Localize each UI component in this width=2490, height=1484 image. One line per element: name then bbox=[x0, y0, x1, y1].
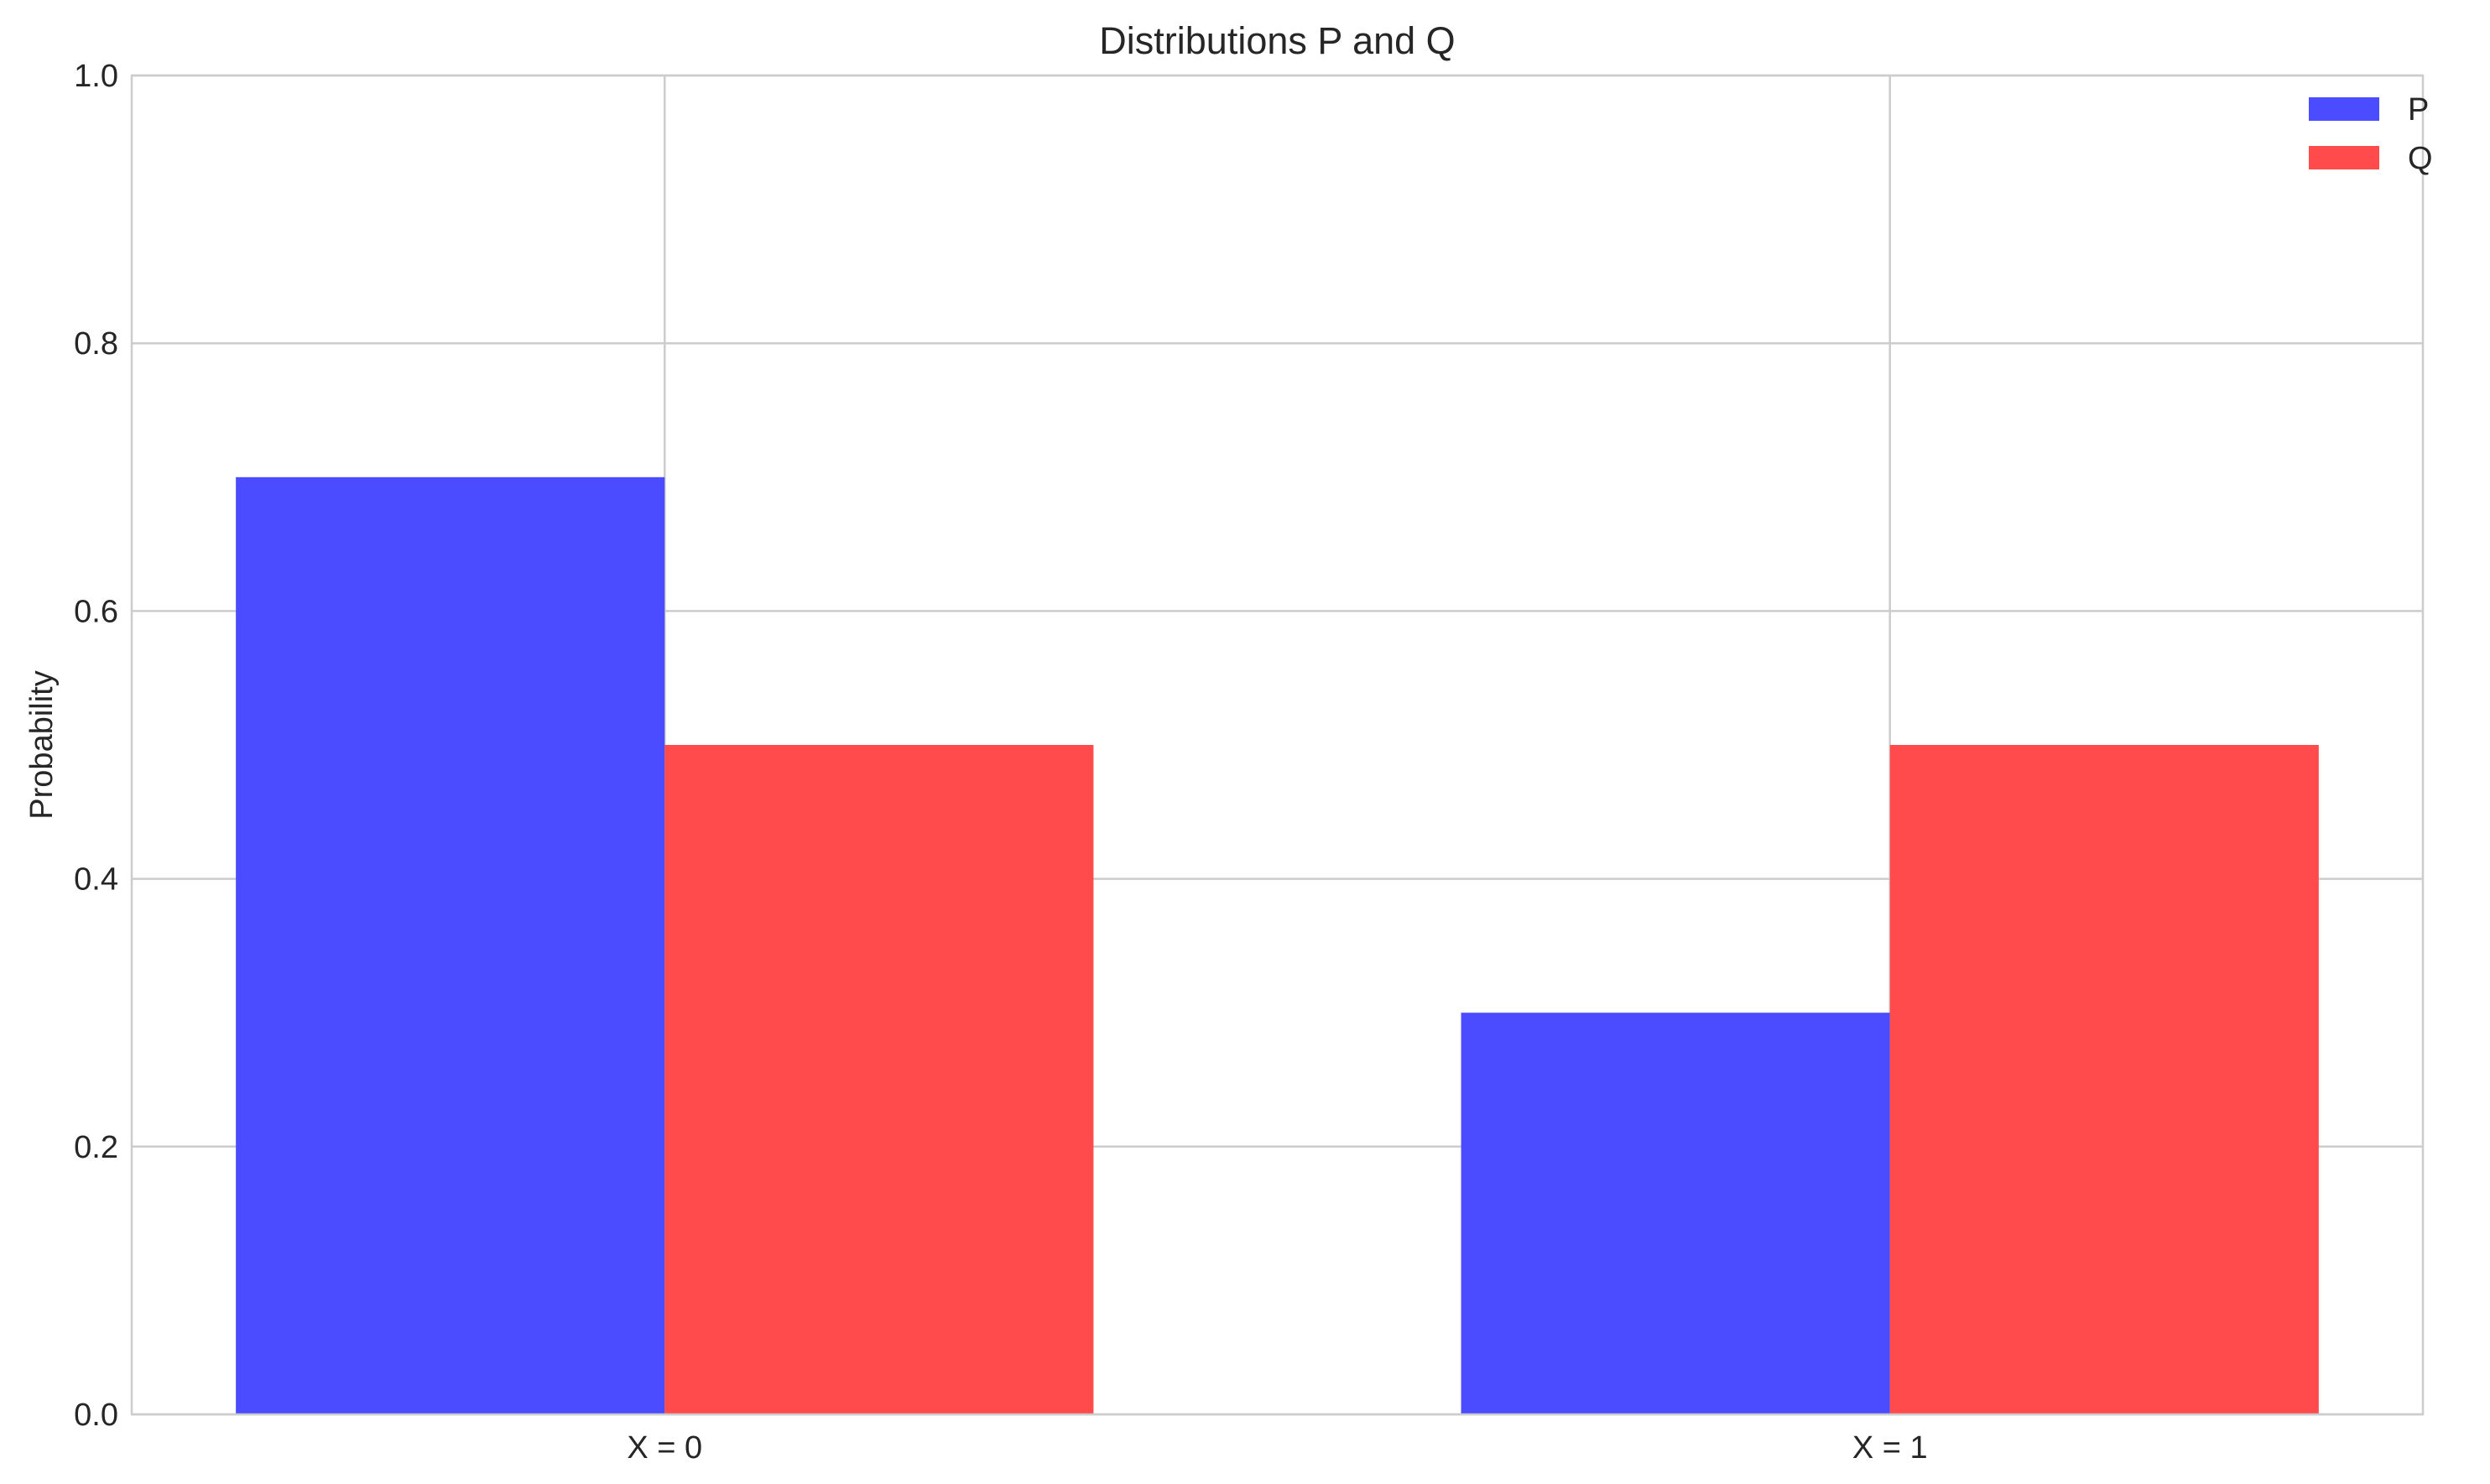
bar-q-1 bbox=[1889, 745, 2319, 1414]
legend-swatch-q bbox=[2309, 146, 2379, 169]
legend: PQ bbox=[2309, 92, 2433, 176]
y-tick-label: 0.4 bbox=[74, 862, 118, 898]
bar-p-0 bbox=[236, 476, 665, 1414]
axes-frame bbox=[130, 74, 2425, 1416]
y-tick-label: 1.0 bbox=[74, 59, 118, 94]
legend-swatch-p bbox=[2309, 97, 2379, 121]
y-tick-labels: 0.0 0.2 0.4 0.6 0.8 1.0 bbox=[74, 59, 118, 1433]
y-axis-label: Probability bbox=[24, 670, 60, 819]
y-tick-label: 0.0 bbox=[74, 1398, 118, 1433]
bar-p-1 bbox=[1461, 1013, 1890, 1414]
x-tick-label: X = 1 bbox=[1852, 1430, 1928, 1466]
x-tick-label: X = 0 bbox=[627, 1430, 702, 1466]
legend-label-q: Q bbox=[2408, 141, 2433, 176]
legend-label-p: P bbox=[2408, 92, 2429, 128]
y-tick-label: 0.6 bbox=[74, 594, 118, 629]
x-tick-labels: X = 0 X = 1 bbox=[627, 1430, 1927, 1466]
bars bbox=[236, 476, 2319, 1414]
chart-title: Distributions P and Q bbox=[1099, 19, 1455, 62]
y-tick-label: 0.2 bbox=[74, 1130, 118, 1165]
y-tick-label: 0.8 bbox=[74, 326, 118, 362]
bar-q-0 bbox=[664, 745, 1094, 1414]
